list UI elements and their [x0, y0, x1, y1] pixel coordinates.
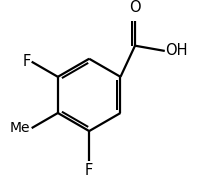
Text: Me: Me	[10, 121, 30, 135]
Text: OH: OH	[166, 43, 188, 58]
Text: O: O	[129, 0, 141, 15]
Text: F: F	[85, 163, 93, 178]
Text: F: F	[22, 54, 30, 69]
